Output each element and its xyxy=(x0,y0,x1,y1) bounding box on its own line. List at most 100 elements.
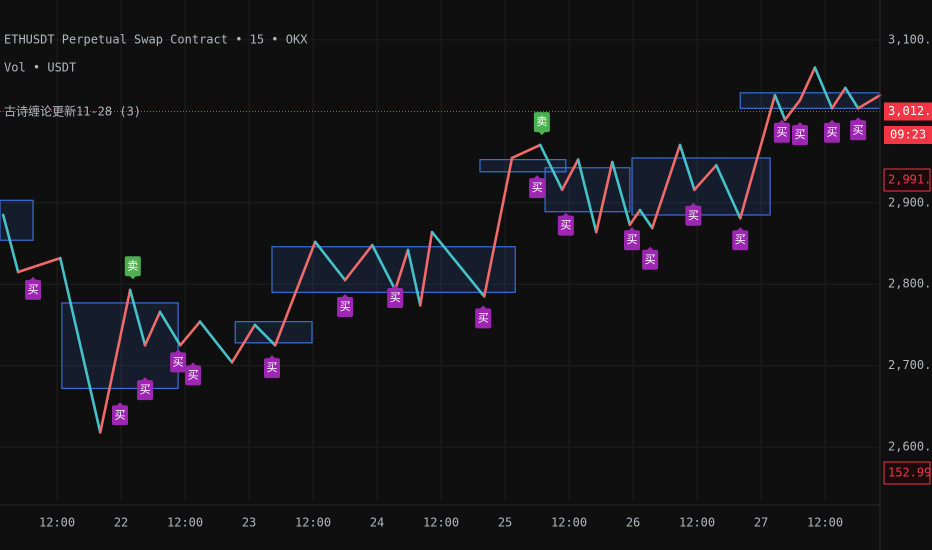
zigzag-stroke xyxy=(128,288,147,347)
buy-signal: 买 xyxy=(642,246,659,270)
zigzag-stroke xyxy=(693,164,718,192)
buy-signal-box xyxy=(792,125,808,146)
buy-signal-box xyxy=(475,308,492,329)
buy-signal-box xyxy=(170,352,187,373)
x-tick-label: 25 xyxy=(498,516,512,530)
zigzag-stroke xyxy=(813,66,834,110)
buy-signal-label: 买 xyxy=(827,126,838,139)
buy-signal-label: 买 xyxy=(188,368,199,381)
zigzag-stroke xyxy=(783,98,802,122)
zigzag-stroke xyxy=(98,288,132,434)
buy-signal-label: 买 xyxy=(478,311,489,324)
zigzag-stroke xyxy=(158,310,182,347)
buy-signal-label: 买 xyxy=(340,300,351,313)
zigzag-stroke xyxy=(628,208,642,227)
buy-signal-label: 买 xyxy=(627,233,638,246)
buy-signal-label: 买 xyxy=(140,383,151,396)
zigzag-stroke xyxy=(178,320,202,347)
buy-signal-label: 买 xyxy=(532,181,543,194)
pivot-box xyxy=(479,159,567,173)
zigzag-stroke xyxy=(253,323,277,347)
buy-signal: 买 xyxy=(773,119,790,143)
buy-signal: 买 xyxy=(529,175,546,199)
last-price-label: 3,012.08 xyxy=(888,104,932,118)
zigzag-stroke xyxy=(482,156,514,298)
y-tick-label: 2,900.00 xyxy=(888,195,932,209)
zigzag-stroke xyxy=(638,208,654,230)
buy-signal: 买 xyxy=(337,294,354,318)
buy-signal: 买 xyxy=(475,305,492,329)
zigzag-stroke xyxy=(16,256,62,274)
buy-signal-box xyxy=(137,380,154,401)
zigzag-stroke xyxy=(678,143,696,192)
price-tag-2: 2,991.02 xyxy=(888,173,932,187)
pivot-box xyxy=(631,157,771,216)
price-tag-2-box xyxy=(883,168,931,192)
zigzag-stroke xyxy=(650,143,682,230)
buy-signal-label: 买 xyxy=(115,408,126,421)
zigzag-stroke xyxy=(143,310,162,347)
chart-title: ETHUSDT Perpetual Swap Contract • 15 • O… xyxy=(4,33,308,47)
zigzag-stroke xyxy=(560,158,580,192)
zigzag-stroke xyxy=(418,230,434,307)
buy-signal: 买 xyxy=(557,212,574,236)
buy-signal-box xyxy=(557,215,574,236)
buy-signal-box xyxy=(685,205,702,226)
buy-signal-box xyxy=(185,365,202,386)
zigzag-stroke xyxy=(738,93,777,220)
buy-signal-box xyxy=(732,230,749,251)
buy-signal-label: 买 xyxy=(28,283,39,296)
buy-signal: 买 xyxy=(685,202,702,226)
buy-signal-label: 买 xyxy=(645,253,656,266)
buy-signal: 买 xyxy=(387,285,404,309)
sell-signal: 卖 xyxy=(533,112,550,136)
zigzag-stroke xyxy=(1,213,20,274)
buy-signal-box xyxy=(387,288,404,309)
x-tick-label: 12:00 xyxy=(167,516,203,530)
x-tick-label: 27 xyxy=(754,516,768,530)
zigzag-stroke xyxy=(798,66,817,102)
zigzag-stroke xyxy=(856,93,882,110)
zigzag-stroke xyxy=(343,243,374,282)
volume-legend: Vol • USDT xyxy=(4,61,76,75)
buy-signal: 买 xyxy=(850,117,867,141)
y-tick-label: 2,700.00 xyxy=(888,358,932,372)
buy-signal-label: 买 xyxy=(688,209,699,222)
volume-tag-box xyxy=(883,461,931,485)
sell-signal: 卖 xyxy=(124,256,141,280)
zigzag-stroke xyxy=(198,320,234,364)
zigzag-stroke xyxy=(393,248,410,292)
sell-signal-label: 卖 xyxy=(127,259,138,272)
buy-signal: 买 xyxy=(624,227,640,251)
zigzag-stroke xyxy=(406,248,422,307)
buy-signal-label: 买 xyxy=(776,126,787,139)
pivot-box xyxy=(739,92,881,109)
zigzag-stroke xyxy=(830,86,847,110)
buy-signal-label: 买 xyxy=(267,361,278,374)
buy-signal-box xyxy=(264,358,280,379)
buy-signal: 买 xyxy=(112,402,128,426)
volume-tag: 152.99M xyxy=(888,466,932,480)
zigzag-stroke xyxy=(576,158,598,234)
buy-signal: 买 xyxy=(824,119,840,143)
zigzag-stroke xyxy=(230,323,257,364)
zigzag-stroke xyxy=(773,93,787,122)
buy-signal-box xyxy=(25,279,42,300)
buy-signal: 买 xyxy=(732,227,749,251)
x-tick-label: 24 xyxy=(370,516,384,530)
zigzag-stroke xyxy=(594,160,614,234)
buy-signal: 买 xyxy=(170,349,187,373)
buy-signal-label: 买 xyxy=(560,219,571,232)
x-tick-label: 12:00 xyxy=(807,516,843,530)
buy-signal-label: 买 xyxy=(735,233,746,246)
buy-signal-label: 买 xyxy=(173,355,184,368)
buy-signal-label: 买 xyxy=(795,128,806,141)
buy-signal-box xyxy=(773,122,790,143)
buy-signal-box xyxy=(850,120,867,141)
buy-signal-label: 买 xyxy=(853,123,864,136)
x-tick-label: 12:00 xyxy=(295,516,331,530)
zigzag-stroke xyxy=(273,240,317,347)
y-tick-label: 3,100.00 xyxy=(888,32,932,46)
